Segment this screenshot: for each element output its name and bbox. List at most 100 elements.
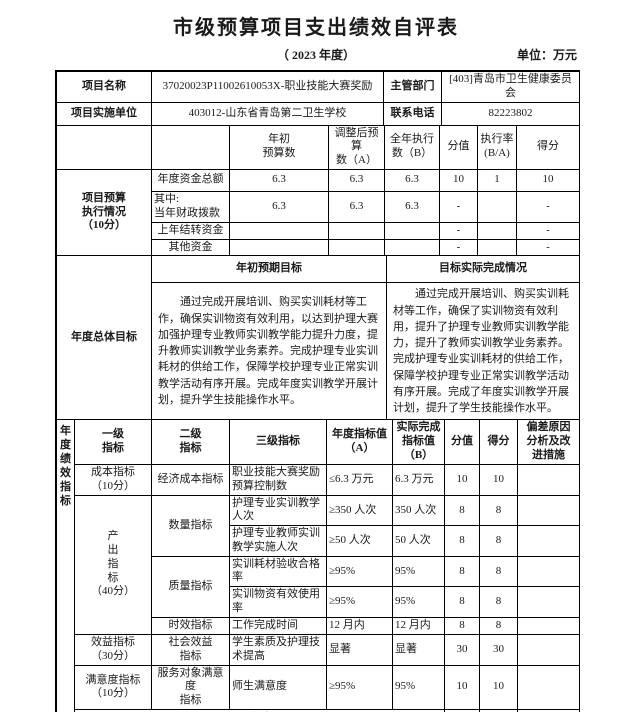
phone-value: 82223802 [441, 101, 580, 126]
table-row: 护理专业教师实训教学实施人次 ≥50 人次 50 人次 8 8 [57, 525, 580, 557]
indicator-got: 8 [479, 494, 518, 527]
budget-row-label: 上年结转资金 [151, 221, 230, 240]
indicator-deviation [517, 555, 580, 588]
indicator-l3: 工作完成时间 [229, 616, 327, 635]
project-name-value: 37020023P11002610053X-职业技能大赛奖励 [151, 71, 384, 103]
budget-cell-executed [384, 221, 440, 240]
budget-cell-initial [229, 221, 329, 240]
expected-goal-header: 年初预期目标 [151, 255, 387, 284]
indicator-l3: 护理专业教师实训教学实施人次 [229, 525, 327, 557]
budget-cell-rate [477, 221, 517, 240]
budget-cell-adjusted [328, 238, 385, 257]
budget-cell-executed: 6.3 [384, 190, 440, 223]
budget-cell-score: - [439, 221, 478, 240]
budget-row-label: 其中: 当年财政拨款 [151, 190, 230, 223]
indicator-got: 8 [479, 525, 518, 557]
budget-cell-executed: 6.3 [384, 168, 440, 192]
col-score: 分值 [439, 124, 478, 170]
service-satisfaction-label: 服务对象满意度 指标 [151, 664, 230, 710]
table-row: 项目名称 37020023P11002610053X-职业技能大赛奖励 主管部门… [56, 71, 580, 103]
budget-row-label: 年度资金总额 [151, 168, 230, 192]
budget-row-label: 其他资金 [151, 238, 230, 257]
table-row: 年度总体目标 年初预期目标 目标实际完成情况 [56, 255, 580, 421]
table-row: 其中: 当年财政拨款 6.3 6.3 6.3 - - [57, 190, 580, 223]
actual-goal-header: 目标实际完成情况 [386, 255, 580, 284]
col-executed: 全年执行 数（B） [384, 124, 440, 170]
table-row: 上年结转资金 - - [57, 221, 580, 240]
table-row: 年初 预算数 调整后预算 数（A） 全年执行 数（B） 分值 执行率 (B/A)… [56, 124, 580, 170]
currency-unit-note: 单位：万元 [516, 48, 577, 62]
project-info-table: 项目名称 37020023P11002610053X-职业技能大赛奖励 主管部门… [56, 71, 580, 126]
budget-cell-adjusted: 6.3 [328, 190, 385, 223]
budget-cell-initial: 6.3 [229, 168, 329, 192]
indicator-score: 8 [444, 525, 480, 557]
indicator-target: 12 月内 [326, 616, 393, 635]
social-benefit-label: 社会效益 指标 [151, 633, 230, 666]
indicator-l3: 职业技能大赛奖励预算控制数 [229, 463, 327, 496]
table-row: 产 出 指 标 （40分） 数量指标 护理专业实训教学人次 ≥350 人次 35… [57, 494, 580, 635]
indicator-deviation [517, 664, 580, 710]
table-row: 通过完成开展培训、购买实训耗材等工作，确保实训物资有效利用，以达到护理大赛加强护… [57, 282, 580, 421]
expected-goal-text: 通过完成开展培训、购买实训耗材等工作，确保实训物资有效利用，以达到护理大赛加强护… [151, 282, 387, 421]
indicator-l3: 实训耗材验收合格率 [229, 555, 327, 588]
col-level1: 一级 指标 [74, 419, 152, 465]
col-level2: 二级 指标 [151, 419, 230, 465]
budget-header-spacer [151, 124, 230, 170]
indicator-score: 8 [444, 616, 480, 635]
budget-cell-got: - [516, 221, 580, 240]
subtitle-row: （ 2023 年度） 单位：万元 [0, 46, 632, 68]
indicator-score: 10 [444, 463, 480, 496]
indicator-actual: 95% [392, 555, 445, 588]
col-actual-value: 实际完成 指标值 （B） [392, 419, 445, 465]
col-initial-budget: 年初 预算数 [229, 124, 329, 170]
indicator-score: 8 [444, 494, 480, 527]
indicator-target: ≥95% [326, 555, 393, 588]
indicator-actual: 95% [392, 664, 445, 710]
indicator-got: 8 [479, 586, 518, 618]
indicator-got: 8 [479, 616, 518, 635]
budget-cell-score: - [439, 238, 478, 257]
indicator-actual: 50 人次 [392, 525, 445, 557]
indicator-deviation [517, 463, 580, 496]
performance-indicators-table: 年 度 绩 效 指 标 一级 指标 二级 指标 三级指标 年度指标值 （A） 实… [56, 419, 580, 712]
col-got: 得分 [516, 124, 580, 170]
budget-cell-rate: 1 [477, 168, 517, 192]
quantity-indicator-label: 数量指标 [151, 494, 230, 557]
cost-indicator-label: 成本指标 （10分） [74, 463, 152, 496]
dept-label: 主管部门 [383, 71, 442, 103]
budget-cell-got: - [516, 190, 580, 223]
table-row: 满意度指标 （10分） 服务对象满意度 指标 师生满意度 ≥95% 95% 10… [57, 664, 580, 710]
indicator-got: 10 [479, 463, 518, 496]
table-row: 实训物资有效使用率 ≥95% 95% 8 8 [57, 586, 580, 618]
indicator-target: ≥350 人次 [326, 494, 393, 527]
indicator-target: ≤6.3 万元 [326, 463, 393, 496]
page-title: 市级预算项目支出绩效自评表 [173, 17, 459, 39]
impl-unit-label: 项目实施单位 [56, 101, 152, 126]
indicator-l3: 实训物资有效使用率 [229, 586, 327, 618]
indicator-deviation [517, 633, 580, 666]
col-exec-rate: 执行率 (B/A) [477, 124, 517, 170]
benefit-indicator-label: 效益指标 （30分） [74, 633, 152, 666]
indicator-score: 8 [444, 586, 480, 618]
budget-header-spacer [56, 124, 152, 170]
indicators-section-label: 年 度 绩 效 指 标 [56, 419, 75, 712]
indicator-actual: 6.3 万元 [392, 463, 445, 496]
indicator-actual: 显著 [392, 633, 445, 666]
table-row: 时效指标 工作完成时间 12 月内 12 月内 8 8 [57, 616, 580, 635]
indicator-deviation [517, 616, 580, 635]
table-row: 年 度 绩 效 指 标 一级 指标 二级 指标 三级指标 年度指标值 （A） 实… [56, 419, 580, 712]
col-adjusted-budget: 调整后预算 数（A） [328, 124, 385, 170]
budget-cell-rate [477, 238, 517, 257]
impl-unit-value: 403012-山东省青岛第二卫生学校 [151, 101, 384, 126]
output-indicator-label: 产 出 指 标 （40分） [74, 494, 152, 635]
actual-goal-text: 通过完成开展培训、购买实训耗材等工作，确保了实训物资有效利用，提升了护理专业教师… [386, 282, 580, 421]
budget-cell-executed [384, 238, 440, 257]
form-table: 项目名称 37020023P11002610053X-职业技能大赛奖励 主管部门… [55, 70, 580, 712]
budget-cell-adjusted [328, 221, 385, 240]
indicator-l3: 师生满意度 [229, 664, 327, 710]
indicator-target: 显著 [326, 633, 393, 666]
budget-cell-initial [229, 238, 329, 257]
indicator-deviation [517, 525, 580, 557]
subtotal-deviation [517, 708, 580, 712]
